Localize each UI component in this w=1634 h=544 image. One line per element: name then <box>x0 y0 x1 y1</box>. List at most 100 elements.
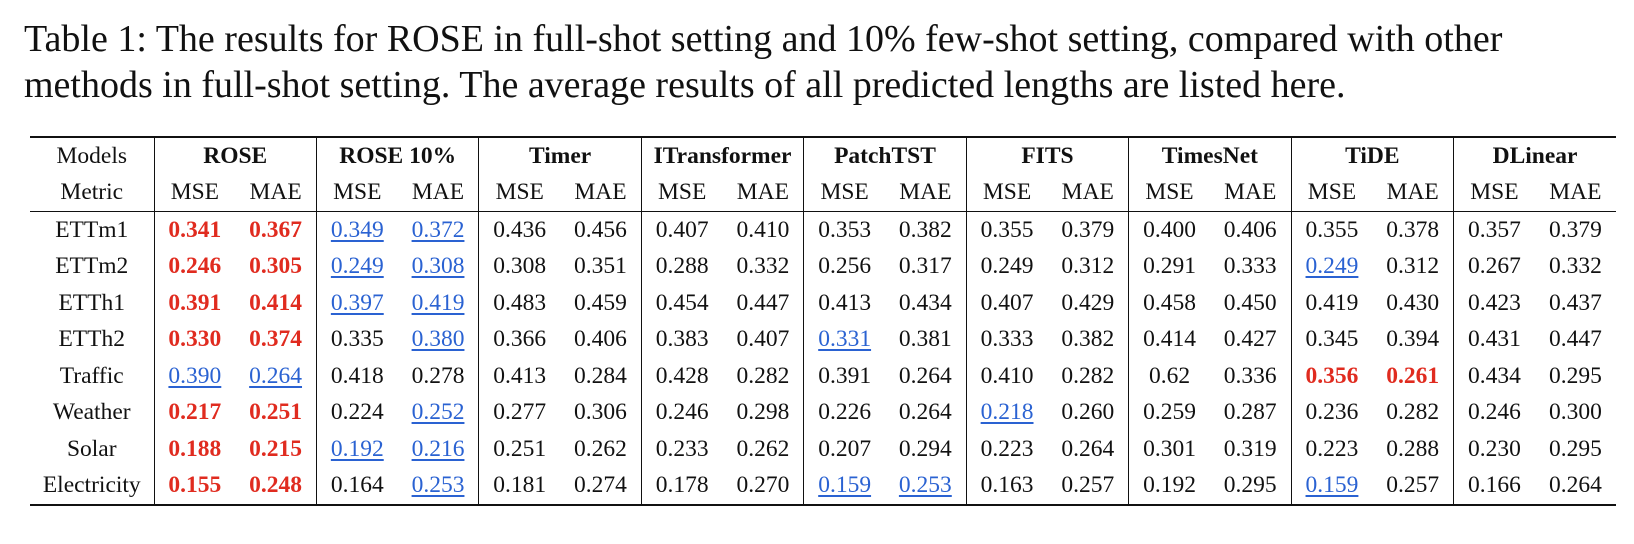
cell-value: 0.419 <box>1305 289 1359 316</box>
cell-value: 0.459 <box>574 289 627 316</box>
cell-value: 0.249 <box>330 253 384 280</box>
table-cell: 0.308 <box>398 249 479 286</box>
table-cell: 0.382 <box>884 211 967 249</box>
table-cell: 0.253 <box>884 467 967 506</box>
table-cell: 0.306 <box>560 395 641 432</box>
table-cell: 0.267 <box>1453 248 1535 285</box>
cell-value: 0.164 <box>330 472 384 499</box>
table-cell: 0.429 <box>1047 285 1128 322</box>
table-cell: 0.456 <box>560 211 642 249</box>
table-cell: 0.216 <box>398 431 479 468</box>
results-table: Models ROSE ROSE 10% Timer ITransformer Patch… <box>30 136 1616 506</box>
cell-value: 0.418 <box>330 362 384 389</box>
table-cell: 0.249 <box>315 248 398 285</box>
metric-header-mse: MSE <box>640 174 723 212</box>
cell-value: 0.356 <box>1305 362 1359 389</box>
table-cell: 0.226 <box>803 394 885 431</box>
table-cell: 0.341 <box>153 211 236 249</box>
table-cell: 0.390 <box>153 358 236 395</box>
table-row: ETTm1 0.341 0.367 0.349 0.372 0.436 0.456 0.407… <box>30 211 1616 249</box>
cell-value: 0.259 <box>1143 399 1196 426</box>
metric-header-mse: MSE <box>315 174 398 212</box>
cell-value: 0.333 <box>980 326 1034 353</box>
table-cell: 0.450 <box>1210 285 1291 322</box>
cell-value: 0.458 <box>1143 289 1196 316</box>
table-cell: 0.308 <box>478 248 561 285</box>
table-cell: 0.287 <box>1210 395 1291 432</box>
table-cell: 0.295 <box>1209 467 1292 506</box>
table-cell: 0.459 <box>560 285 641 322</box>
metric-header-mse: MSE <box>478 174 561 212</box>
model-header-fits: FITS <box>965 136 1129 175</box>
cell-value: 0.406 <box>574 326 627 353</box>
dataset-name: ETTm2 <box>55 253 129 280</box>
table-cell: 0.333 <box>1210 249 1291 286</box>
cell-value: 0.367 <box>249 216 303 243</box>
table-cell: 0.357 <box>1453 211 1535 249</box>
cell-value: 0.252 <box>411 399 465 426</box>
cell-value: 0.246 <box>655 399 709 426</box>
table-cell: 0.294 <box>885 431 966 468</box>
table-cell: 0.454 <box>640 285 723 322</box>
cell-value: 0.230 <box>1467 435 1521 462</box>
cell-value: 0.308 <box>493 253 547 280</box>
cell-value: 0.430 <box>1386 289 1440 316</box>
metric-header-mae: MAE <box>411 179 465 206</box>
cell-value: 0.192 <box>330 435 384 462</box>
model-header-timer: Timer <box>478 136 642 175</box>
cell-value: 0.163 <box>980 472 1034 499</box>
table-cell: 0.305 <box>235 249 316 286</box>
cell-value: 0.390 <box>168 362 222 389</box>
table-cell: 0.282 <box>1372 395 1453 432</box>
cell-value: 0.366 <box>493 326 547 353</box>
table-cell: 0.458 <box>1128 285 1210 322</box>
cell-value: 0.249 <box>980 253 1034 280</box>
table-cell: 0.62 <box>1128 358 1210 395</box>
model-header-timesnet: TimesNet <box>1128 136 1292 175</box>
cell-value: 0.374 <box>249 326 303 353</box>
table-cell: 0.367 <box>235 211 317 249</box>
table-cell: 0.257 <box>1047 467 1129 506</box>
table-cell: 0.331 <box>803 321 885 358</box>
table-cell: 0.413 <box>803 285 885 322</box>
cell-value: 0.333 <box>1223 253 1277 280</box>
cell-value: 0.335 <box>330 326 384 353</box>
table-cell: 0.483 <box>478 285 561 322</box>
table-cell: 0.155 <box>153 467 236 506</box>
cell-value: 0.260 <box>1061 399 1115 426</box>
table-cell: 0.252 <box>398 395 479 432</box>
metric-header-mae: MAE <box>1224 179 1277 206</box>
cell-value: 0.262 <box>736 435 790 462</box>
table-cell: 0.418 <box>315 358 398 395</box>
cell-value: 0.434 <box>898 289 952 316</box>
cell-value: 0.447 <box>1548 326 1602 353</box>
metric-header-mae: MAE <box>249 179 302 206</box>
table-cell: 0.282 <box>723 358 804 395</box>
table-cell: 0.366 <box>478 321 561 358</box>
table-cell: 0.264 <box>885 395 966 432</box>
table-cell: 0.382 <box>1047 322 1128 359</box>
cell-value: 0.312 <box>1061 253 1115 280</box>
model-header-patchtst: PatchTST <box>803 136 967 175</box>
cell-value: 0.223 <box>1305 435 1359 462</box>
table-cell: 0.248 <box>235 467 317 506</box>
cell-value: 0.262 <box>574 435 627 462</box>
table-cell: 0.381 <box>885 322 966 359</box>
table-cell: 0.282 <box>1047 358 1128 395</box>
table-cell: 0.333 <box>965 321 1048 358</box>
table-cell: 0.295 <box>1535 431 1616 468</box>
metric-header-row: Metric MSE MAE MSE MAE MSE MAE MSE MAE MSE MAE MSE M… <box>30 174 1616 212</box>
cell-value: 0.434 <box>1467 362 1521 389</box>
table-cell: 0.260 <box>1047 395 1128 432</box>
table-cell: 0.400 <box>1128 211 1210 249</box>
cell-value: 0.379 <box>1548 216 1602 243</box>
table-cell: 0.414 <box>235 285 316 322</box>
table-cell: 0.410 <box>722 211 804 249</box>
cell-value: 0.291 <box>1143 253 1196 280</box>
table-cell: 0.428 <box>640 358 723 395</box>
table-cell: 0.414 <box>1128 321 1210 358</box>
metric-header-mse: MSE <box>1290 174 1373 212</box>
table-cell: 0.330 <box>153 321 236 358</box>
table-row: Weather 0.217 0.251 0.224 0.252 0.277 0.306 0.2… <box>30 394 1616 432</box>
metric-header-mae: MAE <box>1549 179 1602 206</box>
